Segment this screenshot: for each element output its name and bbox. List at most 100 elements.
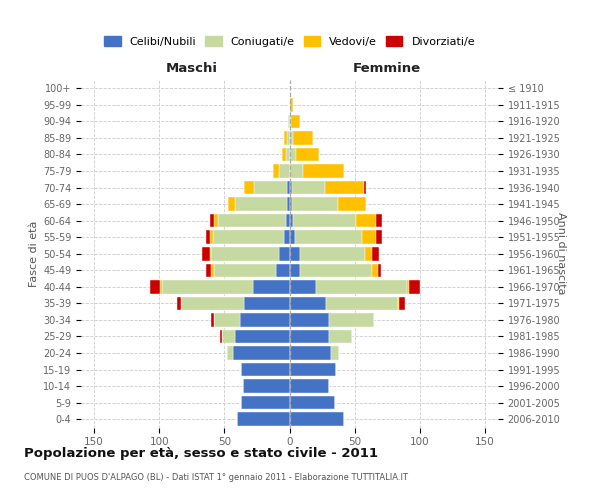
- Bar: [220, 330, 222, 344]
- Bar: [371, 247, 379, 260]
- Bar: [211, 247, 279, 260]
- Bar: [206, 264, 211, 277]
- Bar: [284, 131, 287, 144]
- Text: Maschi: Maschi: [166, 62, 218, 75]
- Bar: [286, 214, 290, 228]
- Bar: [279, 164, 290, 178]
- Bar: [290, 313, 329, 326]
- Bar: [210, 247, 211, 260]
- Bar: [407, 280, 409, 293]
- Bar: [287, 198, 290, 211]
- Bar: [244, 296, 290, 310]
- Bar: [290, 164, 302, 178]
- Bar: [214, 313, 240, 326]
- Text: Femmine: Femmine: [353, 62, 421, 75]
- Bar: [365, 247, 371, 260]
- Bar: [222, 330, 235, 344]
- Bar: [290, 264, 300, 277]
- Bar: [281, 148, 286, 161]
- Bar: [290, 98, 293, 112]
- Bar: [287, 181, 290, 194]
- Bar: [162, 280, 253, 293]
- Bar: [150, 280, 160, 293]
- Bar: [288, 114, 290, 128]
- Bar: [206, 230, 210, 244]
- Bar: [331, 346, 339, 360]
- Bar: [325, 181, 364, 194]
- Bar: [398, 296, 399, 310]
- Bar: [290, 230, 295, 244]
- Legend: Celibi/Nubili, Coniugati/e, Vedovi/e, Divorziati/e: Celibi/Nubili, Coniugati/e, Vedovi/e, Di…: [100, 32, 479, 52]
- Bar: [290, 412, 344, 426]
- Bar: [210, 214, 214, 228]
- Bar: [290, 363, 337, 376]
- Bar: [371, 264, 378, 277]
- Bar: [160, 280, 162, 293]
- Bar: [376, 230, 382, 244]
- Bar: [293, 214, 356, 228]
- Text: Popolazione per età, sesso e stato civile - 2011: Popolazione per età, sesso e stato civil…: [24, 448, 378, 460]
- Bar: [228, 198, 235, 211]
- Bar: [279, 247, 290, 260]
- Bar: [277, 264, 290, 277]
- Bar: [235, 198, 287, 211]
- Bar: [293, 131, 313, 144]
- Bar: [287, 131, 290, 144]
- Bar: [302, 164, 344, 178]
- Bar: [233, 346, 290, 360]
- Bar: [290, 114, 291, 128]
- Bar: [240, 313, 290, 326]
- Bar: [290, 380, 329, 393]
- Bar: [238, 412, 290, 426]
- Bar: [409, 280, 420, 293]
- Bar: [202, 247, 210, 260]
- Bar: [399, 296, 406, 310]
- Bar: [292, 181, 325, 194]
- Bar: [300, 247, 365, 260]
- Bar: [242, 380, 290, 393]
- Bar: [290, 181, 292, 194]
- Bar: [290, 330, 329, 344]
- Bar: [211, 264, 214, 277]
- Bar: [329, 313, 374, 326]
- Bar: [295, 230, 362, 244]
- Bar: [218, 214, 286, 228]
- Bar: [291, 114, 300, 128]
- Bar: [338, 198, 367, 211]
- Bar: [290, 148, 296, 161]
- Bar: [356, 214, 376, 228]
- Bar: [290, 131, 293, 144]
- Bar: [329, 330, 352, 344]
- Bar: [290, 396, 335, 409]
- Bar: [241, 363, 290, 376]
- Bar: [296, 148, 319, 161]
- Bar: [290, 247, 300, 260]
- Bar: [290, 296, 326, 310]
- Bar: [212, 230, 284, 244]
- Bar: [290, 346, 331, 360]
- Y-axis label: Fasce di età: Fasce di età: [29, 220, 39, 287]
- Bar: [378, 264, 381, 277]
- Bar: [290, 198, 292, 211]
- Bar: [214, 214, 218, 228]
- Bar: [244, 181, 254, 194]
- Bar: [376, 214, 382, 228]
- Bar: [253, 280, 290, 293]
- Bar: [181, 296, 244, 310]
- Bar: [227, 346, 233, 360]
- Bar: [214, 264, 277, 277]
- Bar: [286, 148, 290, 161]
- Bar: [300, 264, 371, 277]
- Bar: [290, 214, 293, 228]
- Y-axis label: Anni di nascita: Anni di nascita: [556, 212, 566, 295]
- Text: COMUNE DI PUOS D'ALPAGO (BL) - Dati ISTAT 1° gennaio 2011 - Elaborazione TUTTITA: COMUNE DI PUOS D'ALPAGO (BL) - Dati ISTA…: [24, 472, 408, 482]
- Bar: [178, 296, 181, 310]
- Bar: [292, 198, 338, 211]
- Bar: [235, 330, 290, 344]
- Bar: [211, 313, 214, 326]
- Bar: [284, 230, 290, 244]
- Bar: [326, 296, 398, 310]
- Bar: [362, 230, 376, 244]
- Bar: [316, 280, 407, 293]
- Bar: [241, 396, 290, 409]
